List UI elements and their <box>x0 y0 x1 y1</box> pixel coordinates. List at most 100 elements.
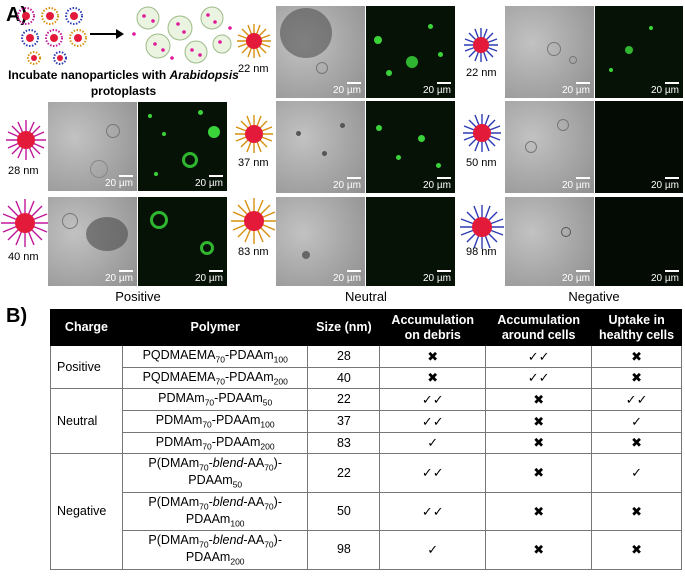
fluorescence-image: 20 µm <box>138 197 227 286</box>
polymer-cell: P(DMAm70-blend-AA70)- PDAAm200 <box>121 530 309 570</box>
brightfield-image: 20 µm <box>505 197 594 286</box>
size-cell: 50 <box>307 491 381 532</box>
size-cell: 83 <box>307 431 381 455</box>
table-row: P(DMAm70-blend-AA70)- PDAAm100 50 ✓✓ ✖ ✖ <box>51 491 682 532</box>
size-label: 83 nm <box>238 246 269 258</box>
negative-nanoparticle-22nm-icon <box>464 28 498 62</box>
polymer-cell: PQDMAEMA70-PDAAm100 <box>121 345 309 368</box>
size-label: 98 nm <box>466 246 497 258</box>
size-label: 22 nm <box>466 67 497 79</box>
header-uptake: Uptake in healthy cells <box>591 309 682 346</box>
uptake-cell: ✖ <box>591 366 682 390</box>
table-row: P(DMAm70-blend-AA70)- PDAAm200 98 ✓ ✖ ✖ <box>51 530 682 570</box>
around-cells-cell: ✓✓ <box>485 366 593 390</box>
debris-cell: ✓✓ <box>379 491 487 532</box>
negative-nanoparticle-98nm-icon <box>460 205 504 249</box>
size-label: 22 nm <box>238 63 269 75</box>
brightfield-image: 20 µm <box>505 101 594 193</box>
around-cells-cell: ✖ <box>485 410 593 433</box>
debris-cell: ✖ <box>379 366 487 390</box>
size-cell: 22 <box>307 388 381 412</box>
brightfield-image: 20 µm <box>48 197 137 286</box>
size-cell: 28 <box>307 345 381 368</box>
uptake-cell: ✖ <box>591 530 682 570</box>
size-cell: 40 <box>307 366 381 390</box>
positive-nanoparticle-28nm-icon <box>6 120 46 160</box>
table-row: Positive PQDMAEMA70-PDAAm100 28 ✖ ✓✓ ✖ <box>50 344 682 390</box>
polymer-cell: P(DMAm70-blend-AA70)- PDAAm100 <box>121 491 309 532</box>
brightfield-image: 20 µm <box>276 197 365 286</box>
negative-nanoparticle-50nm-icon <box>463 114 501 152</box>
uptake-cell: ✓✓ <box>591 388 682 412</box>
incubation-schematic <box>17 6 232 65</box>
charge-cell: Positive <box>50 344 123 390</box>
table-row: PQDMAEMA70-PDAAm200 40 ✖ ✓✓ ✖ <box>51 366 682 390</box>
brightfield-image: 20 µm <box>276 101 365 193</box>
uptake-cell: ✖ <box>591 345 682 368</box>
around-cells-cell: ✖ <box>485 388 593 412</box>
fluorescence-image: 20 µm <box>366 101 455 193</box>
header-charge: Charge <box>50 309 123 346</box>
fluorescence-image: 20 µm <box>366 197 455 286</box>
uptake-cell: ✖ <box>591 491 682 532</box>
polymer-cell: P(DMAm70-blend-AA70)- PDAAm50 <box>121 453 309 493</box>
brightfield-image: 20 µm <box>48 102 137 191</box>
debris-cell: ✓✓ <box>379 410 487 433</box>
header-polymer: Polymer <box>121 309 309 346</box>
size-label: 37 nm <box>238 157 269 169</box>
debris-cell: ✓✓ <box>379 388 487 412</box>
protoplast-icons <box>136 6 232 64</box>
nanoparticle-mix-icon <box>17 7 87 65</box>
around-cells-cell: ✖ <box>485 453 593 493</box>
polymer-cell: PQDMAEMA70-PDAAm200 <box>121 366 309 390</box>
debris-cell: ✓✓ <box>379 453 487 493</box>
group-label-neutral: Neutral <box>345 289 387 304</box>
panel-a-label: A) <box>6 4 28 26</box>
around-cells-cell: ✖ <box>485 431 593 455</box>
uptake-cell: ✓ <box>591 453 682 493</box>
debris-cell: ✖ <box>379 345 487 368</box>
table-row: PDMAm70-PDAAm200 83 ✓ ✖ ✖ <box>51 431 682 455</box>
group-label-positive: Positive <box>115 289 161 304</box>
debris-cell: ✓ <box>379 530 487 570</box>
uptake-cell: ✖ <box>591 431 682 455</box>
debris-cell: ✓ <box>379 431 487 455</box>
fluorescence-image: 20 µm <box>595 197 683 286</box>
arrow-right-icon <box>90 29 124 39</box>
header-size: Size (nm) <box>307 309 381 346</box>
neutral-nanoparticle-37nm-icon <box>235 115 273 153</box>
group-label-negative: Negative <box>568 289 620 304</box>
size-cell: 22 <box>307 453 381 493</box>
panel-b-label: B) <box>6 305 28 327</box>
nanoparticle-properties-table: Charge Polymer Size (nm) Accumulation on… <box>50 309 682 570</box>
size-label: 40 nm <box>8 251 39 263</box>
charge-cell: Negative <box>50 453 123 570</box>
uptake-cell: ✓ <box>591 410 682 433</box>
fluorescence-image: 20 µm <box>366 6 455 98</box>
size-cell: 37 <box>307 410 381 433</box>
polymer-cell: PDMAm70-PDAAm50 <box>121 388 309 412</box>
positive-nanoparticle-40nm-icon <box>1 199 49 247</box>
fluorescence-image: 20 µm <box>595 101 683 193</box>
around-cells-cell: ✖ <box>485 491 593 532</box>
table-row: Neutral PDMAm70-PDAAm50 22 ✓✓ ✖ ✓✓ <box>50 388 682 455</box>
size-cell: 98 <box>307 530 381 570</box>
fluorescence-image: 20 µm <box>595 6 683 98</box>
brightfield-image: 20 µm <box>276 6 365 98</box>
polymer-cell: PDMAm70-PDAAm100 <box>121 410 309 433</box>
charge-cell: Neutral <box>50 388 123 455</box>
table-row: Negative P(DMAm70-blend-AA70)- PDAAm50 22 ✓✓… <box>50 453 682 570</box>
neutral-nanoparticle-22nm-icon <box>237 24 271 58</box>
around-cells-cell: ✖ <box>485 530 593 570</box>
brightfield-image: 20 µm <box>505 6 594 98</box>
neutral-nanoparticle-83nm-icon <box>231 198 277 244</box>
polymer-cell: PDMAm70-PDAAm200 <box>121 431 309 455</box>
fluorescence-image: 20 µm <box>138 102 227 191</box>
size-label: 28 nm <box>8 165 39 177</box>
table-row: PDMAm70-PDAAm100 37 ✓✓ ✖ ✓ <box>51 410 682 433</box>
size-label: 50 nm <box>466 157 497 169</box>
around-cells-cell: ✓✓ <box>485 345 593 368</box>
header-around-cells: Accumulation around cells <box>485 309 593 346</box>
incubation-caption: Incubate nanoparticles with Arabidopsis p… <box>8 68 239 99</box>
header-debris: Accumulation on debris <box>379 309 487 346</box>
